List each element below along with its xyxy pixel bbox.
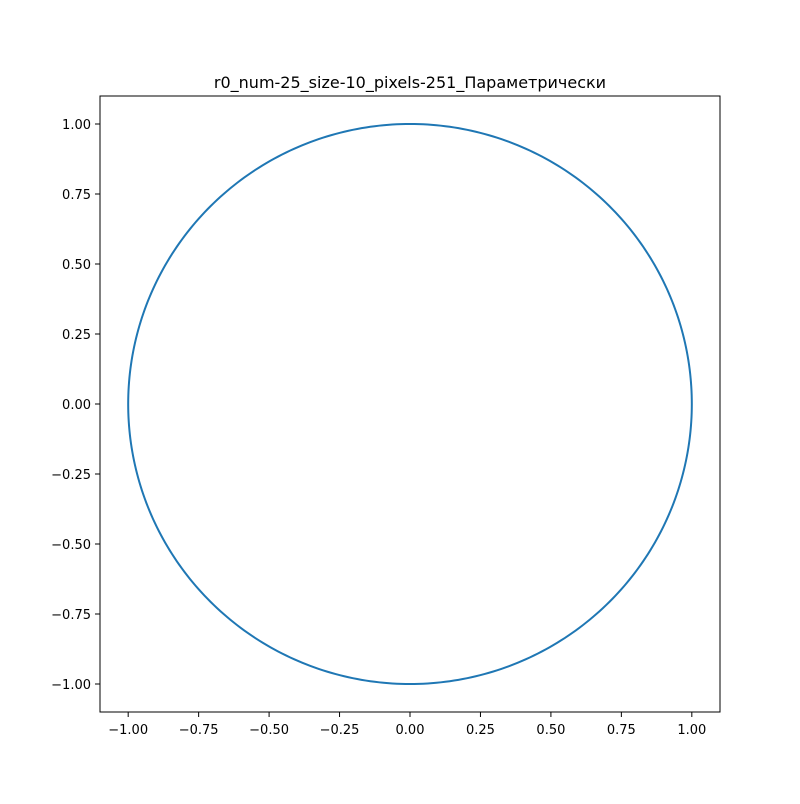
y-tick-label: −0.75 (51, 608, 91, 623)
axes-frame (99, 95, 721, 713)
x-tick-label: −0.75 (179, 723, 219, 738)
chart-title: r0_num-25_size-10_pixels-251_Параметриче… (214, 73, 606, 93)
plot-area (127, 122, 693, 686)
x-tick-label: 0.25 (466, 723, 495, 738)
y-tick-label: 0.75 (62, 188, 91, 203)
y-tick-label: 0.25 (62, 328, 91, 343)
x-axis: −1.00 −0.75 −0.50 −0.25 0.00 0.25 0.50 0.75 1.00 (108, 712, 706, 738)
series-line (127, 122, 693, 686)
x-tick-label: −0.50 (249, 723, 289, 738)
x-tick-label: −1.00 (108, 723, 148, 738)
y-tick-label: −1.00 (51, 678, 91, 693)
x-tick-label: 0.00 (396, 723, 425, 738)
y-tick-label: 1.00 (62, 118, 91, 133)
y-axis: 1.00 0.75 0.50 0.25 0.00 −0.25 −0.50 −0.75 −1.00 (51, 118, 100, 693)
y-tick-label: 0.00 (62, 398, 91, 413)
y-tick-label: −0.50 (51, 538, 91, 553)
y-tick-label: 0.50 (62, 258, 91, 273)
y-tick-label: −0.25 (51, 468, 91, 483)
x-tick-label: 1.00 (677, 723, 706, 738)
x-tick-label: 0.50 (536, 723, 565, 738)
x-tick-label: 0.75 (607, 723, 636, 738)
x-tick-label: −0.25 (320, 723, 360, 738)
